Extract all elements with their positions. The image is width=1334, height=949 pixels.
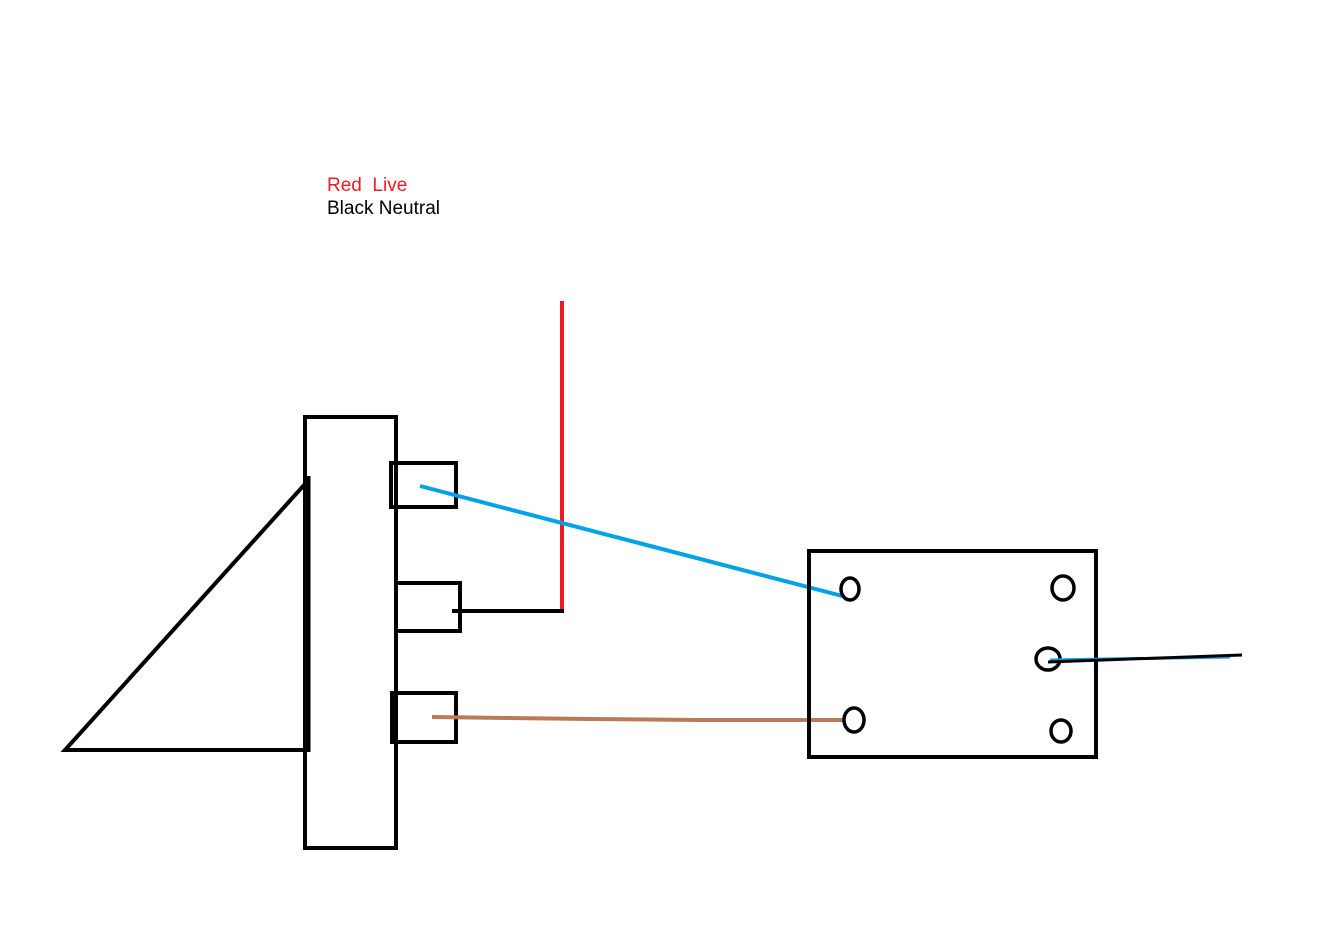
brown-wire <box>431 715 852 722</box>
terminal-middle <box>394 581 462 633</box>
legend-neutral: Black Neutral <box>327 198 440 219</box>
box-hole-bottom-left <box>842 706 866 734</box>
wire-legend: Red Live Black Neutral <box>327 174 440 220</box>
box-hole-top-left <box>839 576 861 602</box>
outgoing-wire-black <box>1047 653 1243 664</box>
terminal-block <box>303 415 398 850</box>
legend-live: Red Live <box>327 175 408 196</box>
junction-box <box>807 549 1098 759</box>
terminal-top <box>389 461 458 509</box>
box-hole-top-right <box>1050 574 1076 602</box>
box-hole-bottom-right <box>1049 718 1073 744</box>
triangle-bracket <box>60 482 310 752</box>
blue-wire <box>419 484 851 600</box>
